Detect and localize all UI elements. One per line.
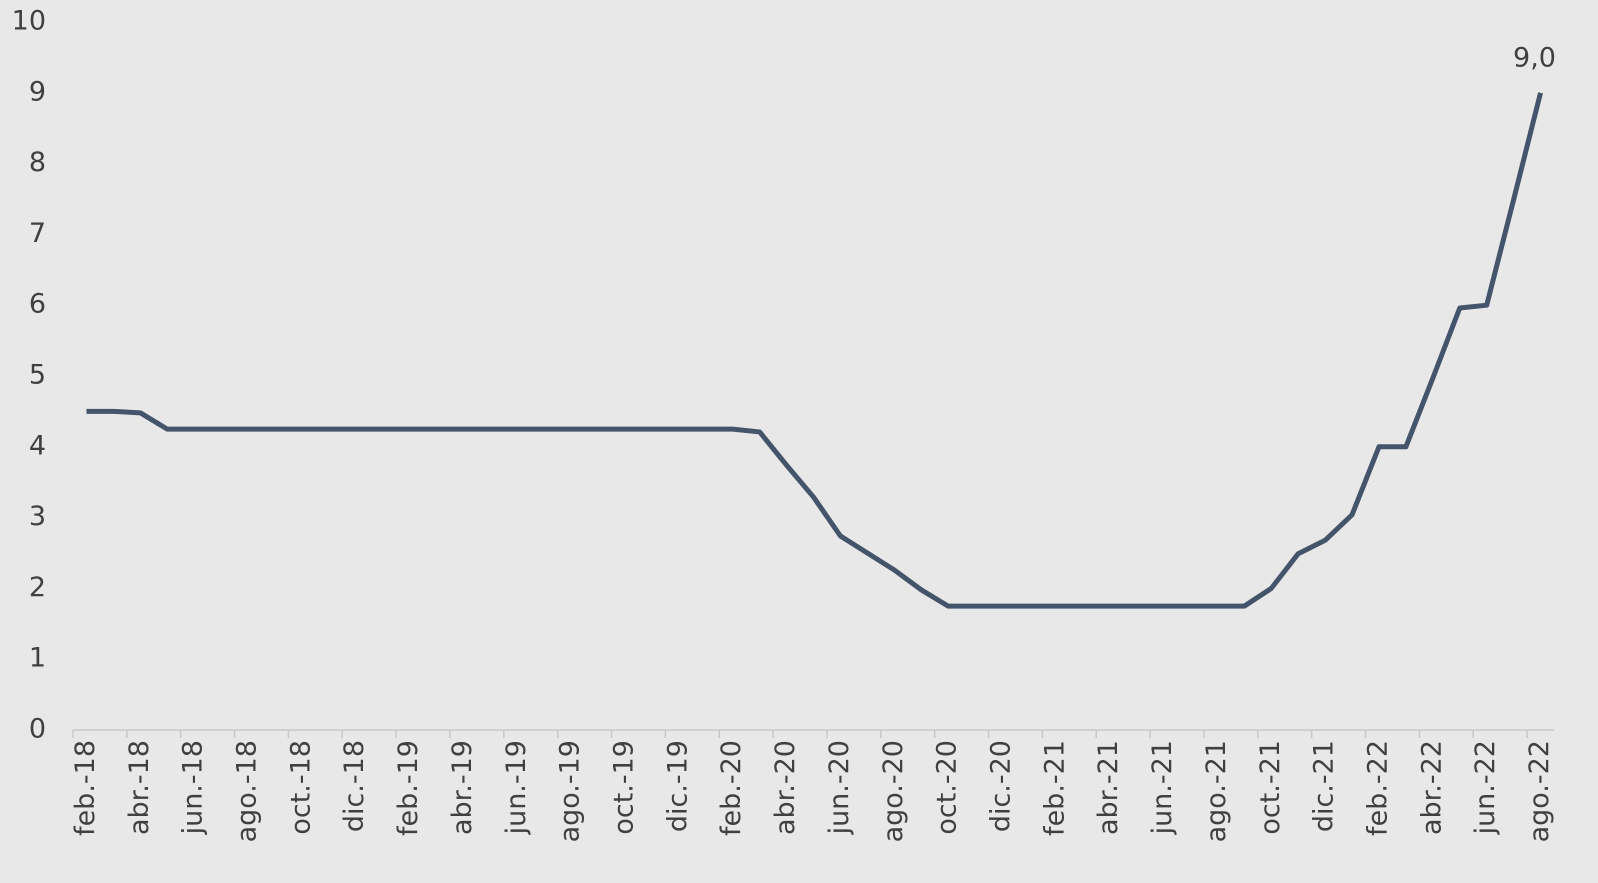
x-tick-label: oct.-20 — [932, 740, 963, 835]
x-tick-label: oct.-18 — [285, 740, 316, 835]
x-tick-label: ago.-18 — [232, 740, 263, 842]
y-tick-label: 9 — [29, 76, 46, 107]
y-tick-label: 6 — [29, 289, 46, 320]
x-tick-label: feb.-21 — [1039, 740, 1070, 836]
x-tick-label: abr.-18 — [124, 740, 155, 835]
y-tick-label: 8 — [29, 147, 46, 178]
line-series — [86, 92, 1543, 609]
x-tick-label: feb.-20 — [716, 740, 747, 836]
x-tick-label: dic.-21 — [1309, 740, 1340, 832]
x-tick-label: dic.-19 — [662, 740, 693, 832]
x-tick-label: ago.-21 — [1201, 740, 1232, 842]
x-tick-label: ago.-22 — [1524, 740, 1555, 842]
y-tick-label: 5 — [29, 360, 46, 391]
y-tick-label: 2 — [29, 572, 46, 603]
x-tick-label: jun.-21 — [1147, 740, 1178, 835]
y-tick-label: 0 — [29, 714, 46, 745]
y-tick-label: 3 — [29, 501, 46, 532]
x-tick-label: abr.-20 — [770, 740, 801, 835]
y-tick-label: 4 — [29, 430, 46, 461]
x-tick-label: oct.-21 — [1255, 740, 1286, 835]
x-tick-label: dic.-18 — [339, 740, 370, 832]
x-tick-label: jun.-18 — [178, 740, 209, 835]
x-tick-label: abr.-19 — [447, 740, 478, 835]
y-tick-label: 7 — [29, 218, 46, 249]
x-tick-label: feb.-19 — [393, 740, 424, 836]
x-tick-label: oct.-19 — [609, 740, 640, 835]
data-label: 9,0 — [1513, 42, 1556, 73]
x-tick-label: jun.-22 — [1470, 740, 1501, 835]
x-tick-label: abr.-22 — [1416, 740, 1447, 835]
x-tick-label: abr.-21 — [1093, 740, 1124, 835]
x-tick-label: jun.-20 — [824, 740, 855, 835]
y-tick-label: 10 — [12, 6, 46, 37]
x-tick-label: dic.-20 — [985, 740, 1016, 832]
y-tick-label: 1 — [29, 643, 46, 674]
x-tick-label: ago.-19 — [555, 740, 586, 842]
x-tick-label: feb.-18 — [70, 740, 101, 836]
x-tick-label: feb.-22 — [1362, 740, 1393, 836]
x-tick-label: ago.-20 — [878, 740, 909, 842]
x-tick-label: jun.-19 — [501, 740, 532, 835]
